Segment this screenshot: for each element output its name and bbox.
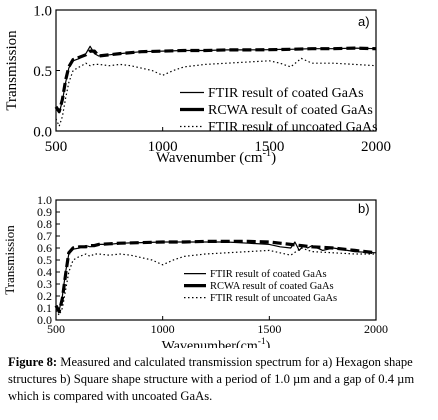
legend-label: RCWA result of coated GaAs <box>210 281 334 292</box>
legend-label: FTIR result of uncoated GaAs <box>208 120 378 135</box>
legend-label: RCWA result of coated GaAs <box>208 103 373 118</box>
x-tick-label: 2000 <box>364 322 388 336</box>
x-tick-label: 1500 <box>254 139 284 155</box>
series-line-a-3 <box>55 57 377 127</box>
x-tick-label: 1500 <box>257 322 281 336</box>
x-tick-label: 500 <box>47 322 65 336</box>
y-tick-label: 1.0 <box>33 3 52 19</box>
y-axis-label: Transmission <box>2 225 17 295</box>
y-tick-label: 0.2 <box>37 289 52 303</box>
series-line-b-2 <box>54 239 377 314</box>
figure-caption: Figure 8: Measured and calculated transm… <box>8 354 432 405</box>
series-line-b-3 <box>55 247 376 316</box>
x-axis-label: Wavenumber (cm-1) <box>156 148 276 166</box>
x-tick-label: 1000 <box>151 322 175 336</box>
y-axis-label: Transmission <box>4 30 20 111</box>
series-line-a-2 <box>54 46 377 114</box>
y-tick-label: 0.3 <box>37 277 52 291</box>
y-tick-label: 0.7 <box>37 229 52 243</box>
panel-label-a: a) <box>358 14 370 29</box>
y-tick-label: 1.0 <box>37 193 52 207</box>
x-axis-label: Wavenumber(cm-1) <box>162 337 271 348</box>
legend-label: FTIR result of uncoated GaAs <box>210 293 337 304</box>
y-tick-label: 0.9 <box>37 205 52 219</box>
y-tick-label: 0.6 <box>37 241 52 255</box>
panel-label-b: b) <box>358 201 370 216</box>
caption-text: Measured and calculated transmission spe… <box>8 355 415 403</box>
legend-label: FTIR result of coated GaAs <box>208 86 364 101</box>
x-tick-label: 500 <box>45 139 68 155</box>
y-tick-label: 0.5 <box>33 64 52 80</box>
x-tick-label: 1000 <box>148 139 178 155</box>
y-tick-label: 0.8 <box>37 217 52 231</box>
chart-panel-b: 0.00.10.20.30.40.50.60.70.80.91.0 500 1000… <box>2 193 388 348</box>
caption-label: Figure 8: <box>8 355 58 369</box>
y-tick-label: 0.5 <box>37 253 52 267</box>
y-tick-label: 0.0 <box>33 124 52 140</box>
y-tick-label: 0.4 <box>37 265 52 279</box>
legend-label: FTIR result of coated GaAs <box>210 269 327 280</box>
y-tick-label: 0.0 <box>37 313 52 327</box>
y-tick-label: 0.1 <box>37 301 52 315</box>
chart-panel-a: 0.0 0.5 1.0 500 1000 1500 2000 Transmission Wave… <box>4 3 391 166</box>
x-tick-label: 2000 <box>361 139 391 155</box>
